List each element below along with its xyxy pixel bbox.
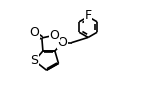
Text: S: S: [30, 54, 38, 67]
Text: O: O: [50, 29, 60, 42]
Text: O: O: [29, 26, 39, 39]
Text: F: F: [85, 9, 92, 22]
Text: O: O: [58, 36, 68, 49]
